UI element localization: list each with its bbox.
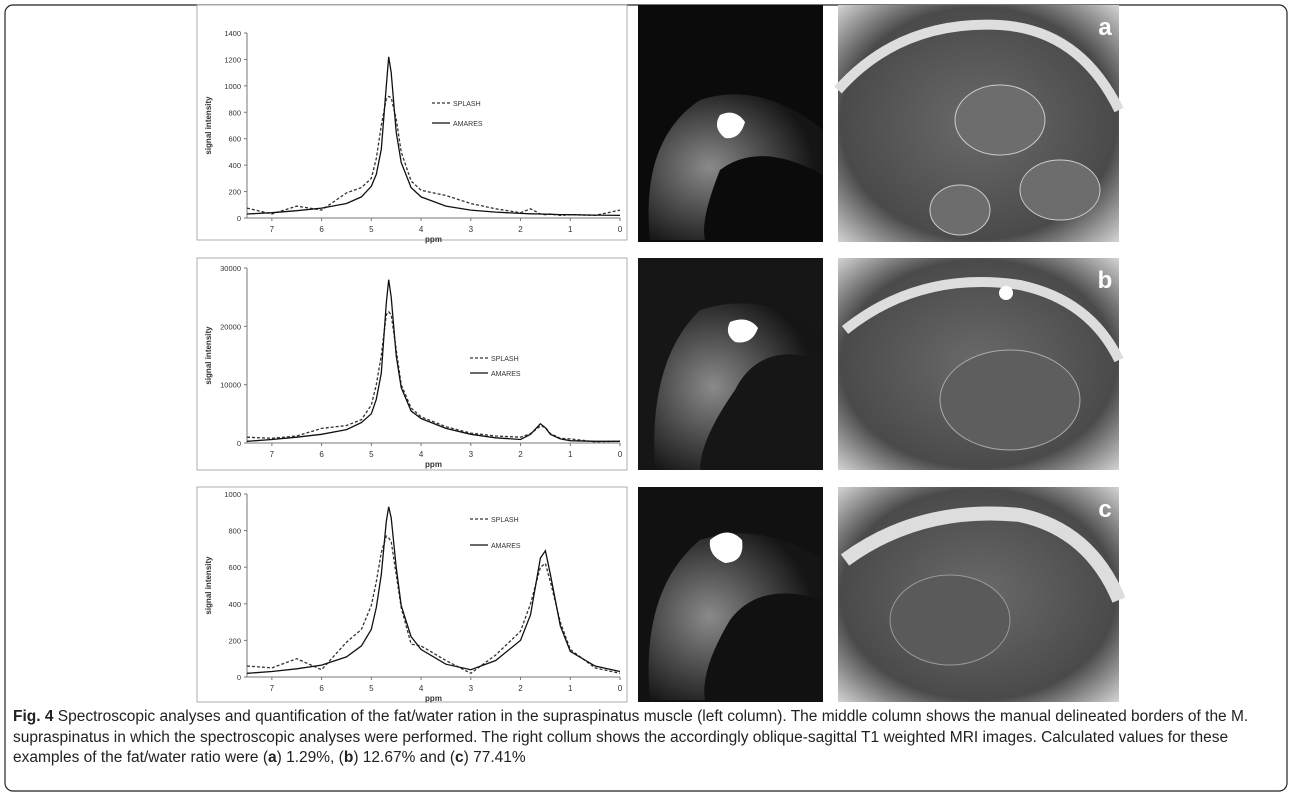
x-tick-label: 5 (369, 225, 374, 234)
chart-frame (196, 4, 628, 241)
x-tick-label: 3 (469, 450, 474, 459)
x-tick-label: 1 (568, 684, 573, 693)
x-axis-label: ppm (425, 460, 442, 469)
panel-label: c (1098, 496, 1111, 523)
y-tick-label: 30000 (220, 264, 241, 273)
x-tick-label: 6 (319, 684, 324, 693)
chart-frame (196, 257, 628, 471)
y-axis-label: signal intensity (204, 96, 213, 155)
y-tick-label: 800 (228, 108, 241, 117)
y-tick-label: 20000 (220, 322, 241, 331)
y-tick-label: 800 (228, 527, 241, 536)
x-tick-label: 2 (518, 450, 523, 459)
legend-label: AMARES (453, 121, 483, 128)
y-tick-label: 1000 (224, 490, 241, 499)
legend-label: AMARES (491, 371, 521, 378)
caption-text: ) 77.41% (463, 749, 526, 766)
caption-text: ) 1.29%, ( (276, 749, 344, 766)
caption-text: a (268, 749, 277, 766)
legend-label: SPLASH (491, 517, 519, 524)
y-tick-label: 0 (237, 439, 241, 448)
legend-label: AMARES (491, 543, 521, 550)
x-tick-label: 7 (270, 225, 275, 234)
series-line (246, 506, 621, 674)
x-tick-label: 7 (270, 450, 275, 459)
legend-label: SPLASH (491, 356, 519, 363)
y-tick-label: 10000 (220, 381, 241, 390)
x-tick-label: 3 (469, 225, 474, 234)
x-tick-label: 2 (518, 225, 523, 234)
x-tick-label: 6 (319, 450, 324, 459)
y-axis-label: signal intensity (204, 326, 213, 385)
x-tick-label: 1 (568, 450, 573, 459)
caption-text: ) 12.67% and ( (353, 749, 455, 766)
x-tick-label: 0 (618, 225, 623, 234)
caption-text: Fig. 4 (13, 708, 54, 725)
x-tick-label: 2 (518, 684, 523, 693)
x-tick-label: 0 (618, 684, 623, 693)
x-tick-label: 0 (618, 450, 623, 459)
caption-text: b (343, 749, 354, 766)
y-tick-label: 600 (228, 563, 241, 572)
panel-label: a (1098, 14, 1112, 41)
caption: Fig. 4 Spectroscopic analyses and quanti… (13, 707, 1281, 769)
x-axis-label: ppm (425, 235, 442, 244)
x-tick-label: 7 (270, 684, 275, 693)
series-line (246, 95, 621, 217)
x-tick-label: 4 (419, 225, 424, 234)
y-tick-label: 1000 (224, 82, 241, 91)
y-tick-label: 1400 (224, 29, 241, 38)
panel-label: b (1098, 267, 1113, 294)
y-tick-label: 0 (237, 673, 241, 682)
x-tick-label: 4 (419, 450, 424, 459)
y-tick-label: 400 (228, 161, 241, 170)
y-tick-label: 400 (228, 600, 241, 609)
y-tick-label: 200 (228, 636, 241, 645)
series-line (246, 56, 621, 217)
chart-frame (196, 486, 628, 703)
x-tick-label: 5 (369, 684, 374, 693)
mri-images (834, 5, 1126, 702)
x-tick-label: 5 (369, 450, 374, 459)
series-line (246, 535, 621, 675)
x-tick-label: 1 (568, 225, 573, 234)
x-axis-label: ppm (425, 694, 442, 703)
caption-text: c (455, 749, 464, 766)
y-tick-label: 0 (237, 214, 241, 223)
x-tick-label: 4 (419, 684, 424, 693)
series-line (246, 279, 620, 442)
y-tick-label: 600 (228, 135, 241, 144)
x-tick-label: 3 (469, 684, 474, 693)
caption-text: Spectroscopic analyses and quantificatio… (13, 708, 1249, 766)
roi-images (638, 5, 823, 702)
y-tick-label: 1200 (224, 55, 241, 64)
legend-label: SPLASH (453, 101, 481, 108)
y-axis-label: signal intensity (204, 556, 213, 615)
x-tick-label: 6 (319, 225, 324, 234)
y-tick-label: 200 (228, 188, 241, 197)
